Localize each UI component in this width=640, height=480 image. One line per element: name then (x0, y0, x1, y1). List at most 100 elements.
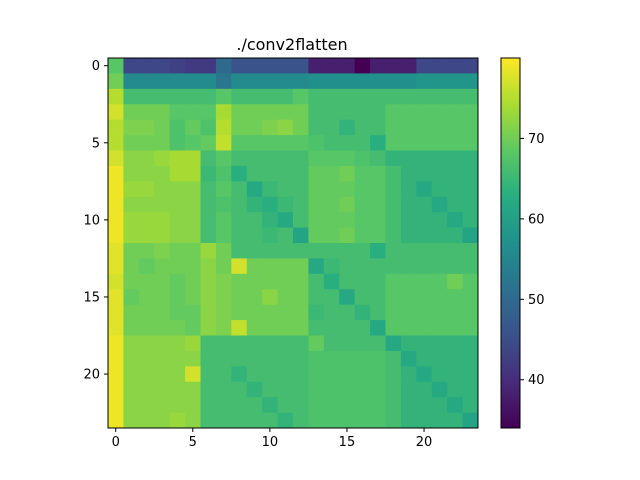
heatmap-cell (185, 350, 201, 367)
heatmap-cell (416, 304, 433, 321)
heatmap-cell (154, 366, 171, 383)
heatmap-cell (277, 196, 294, 213)
heatmap-cell (385, 150, 402, 167)
heatmap-cell (277, 212, 294, 228)
colorbar-tick-label: 70 (528, 132, 545, 147)
heatmap-cell (416, 397, 433, 413)
heatmap-cell (447, 273, 463, 290)
heatmap-cell (308, 58, 325, 74)
heatmap-cell (447, 412, 463, 429)
heatmap-cell (308, 273, 325, 290)
heatmap-cell (277, 273, 294, 290)
heatmap-cell (323, 289, 340, 306)
heatmap-cell (277, 88, 294, 105)
heatmap-cell (169, 412, 186, 429)
heatmap-cell (262, 73, 278, 90)
heatmap-cell (385, 258, 402, 275)
heatmap-cell (262, 258, 278, 275)
heatmap-cell (123, 165, 140, 182)
heatmap-cell (215, 150, 232, 167)
heatmap-cell (215, 104, 232, 121)
heatmap-cell (108, 104, 124, 121)
heatmap-cell (431, 381, 448, 398)
heatmap-cell (462, 150, 479, 167)
heatmap-cell (339, 412, 356, 429)
heatmap-cell (293, 227, 309, 244)
colorbar (500, 57, 521, 429)
y-tick-label: 5 (92, 136, 100, 151)
heatmap-cell (431, 88, 448, 105)
heatmap-cell (262, 119, 278, 136)
heatmap-cell (123, 258, 140, 275)
heatmap-cell (138, 227, 155, 244)
heatmap-cell (416, 119, 433, 136)
heatmap-cell (416, 181, 433, 198)
heatmap-cell (169, 243, 186, 259)
heatmap-cell (277, 227, 294, 244)
heatmap-cell (154, 350, 171, 367)
heatmap-cell (293, 258, 309, 275)
heatmap-cell (339, 119, 356, 136)
heatmap-cell (323, 88, 340, 105)
heatmap-cell (169, 273, 186, 290)
heatmap-cell (200, 104, 217, 121)
heatmap-cell (200, 350, 217, 367)
heatmap-cell (215, 320, 232, 336)
heatmap-cell (323, 381, 340, 398)
heatmap-cell (138, 412, 155, 429)
heatmap-cell (200, 258, 217, 275)
heatmap-cell (431, 119, 448, 136)
heatmap-cell (462, 165, 479, 182)
heatmap-cell (370, 335, 386, 352)
heatmap-cell (123, 397, 140, 413)
heatmap-cell (416, 289, 433, 306)
heatmap-cell (400, 289, 417, 306)
heatmap-cell (447, 350, 463, 367)
heatmap-cell (215, 381, 232, 398)
heatmap-cell (370, 258, 386, 275)
heatmap-cell (462, 258, 479, 275)
heatmap-cell (262, 320, 278, 336)
heatmap-cell (154, 88, 171, 105)
heatmap-cell (169, 381, 186, 398)
heatmap-cell (339, 88, 356, 105)
heatmap-cell (308, 119, 325, 136)
heatmap-cell (277, 289, 294, 306)
heatmap-cell (385, 366, 402, 383)
heatmap-cell (293, 273, 309, 290)
heatmap-cell (108, 320, 124, 336)
heatmap-cell (354, 135, 371, 151)
heatmap-cell (339, 304, 356, 321)
heatmap-cell (138, 104, 155, 121)
heatmap-cell (262, 381, 278, 398)
heatmap-cell (447, 104, 463, 121)
heatmap-cell (262, 350, 278, 367)
heatmap-cell (323, 412, 340, 429)
heatmap-cell (339, 366, 356, 383)
heatmap-cell (169, 320, 186, 336)
heatmap-cell (308, 135, 325, 151)
heatmap-cell (277, 304, 294, 321)
heatmap-cell (138, 273, 155, 290)
heatmap-cell (354, 119, 371, 136)
heatmap-cell (185, 320, 201, 336)
heatmap-cell (416, 381, 433, 398)
heatmap-cell (108, 119, 124, 136)
heatmap-cell (462, 88, 479, 105)
heatmap-cell (262, 196, 278, 213)
heatmap-cell (385, 212, 402, 228)
heatmap-cell (308, 304, 325, 321)
heatmap-cell (400, 412, 417, 429)
heatmap-cell (308, 196, 325, 213)
heatmap-cell (123, 181, 140, 198)
heatmap-cell (154, 304, 171, 321)
heatmap-cell (123, 335, 140, 352)
heatmap-cell (200, 304, 217, 321)
heatmap-cell (246, 381, 263, 398)
heatmap-cell (246, 73, 263, 90)
heatmap-cell (154, 258, 171, 275)
x-axis-ticks: 0 5 10 15 20 (112, 428, 432, 450)
heatmap-cell (308, 227, 325, 244)
heatmap-cell (431, 397, 448, 413)
heatmap-cell (400, 119, 417, 136)
